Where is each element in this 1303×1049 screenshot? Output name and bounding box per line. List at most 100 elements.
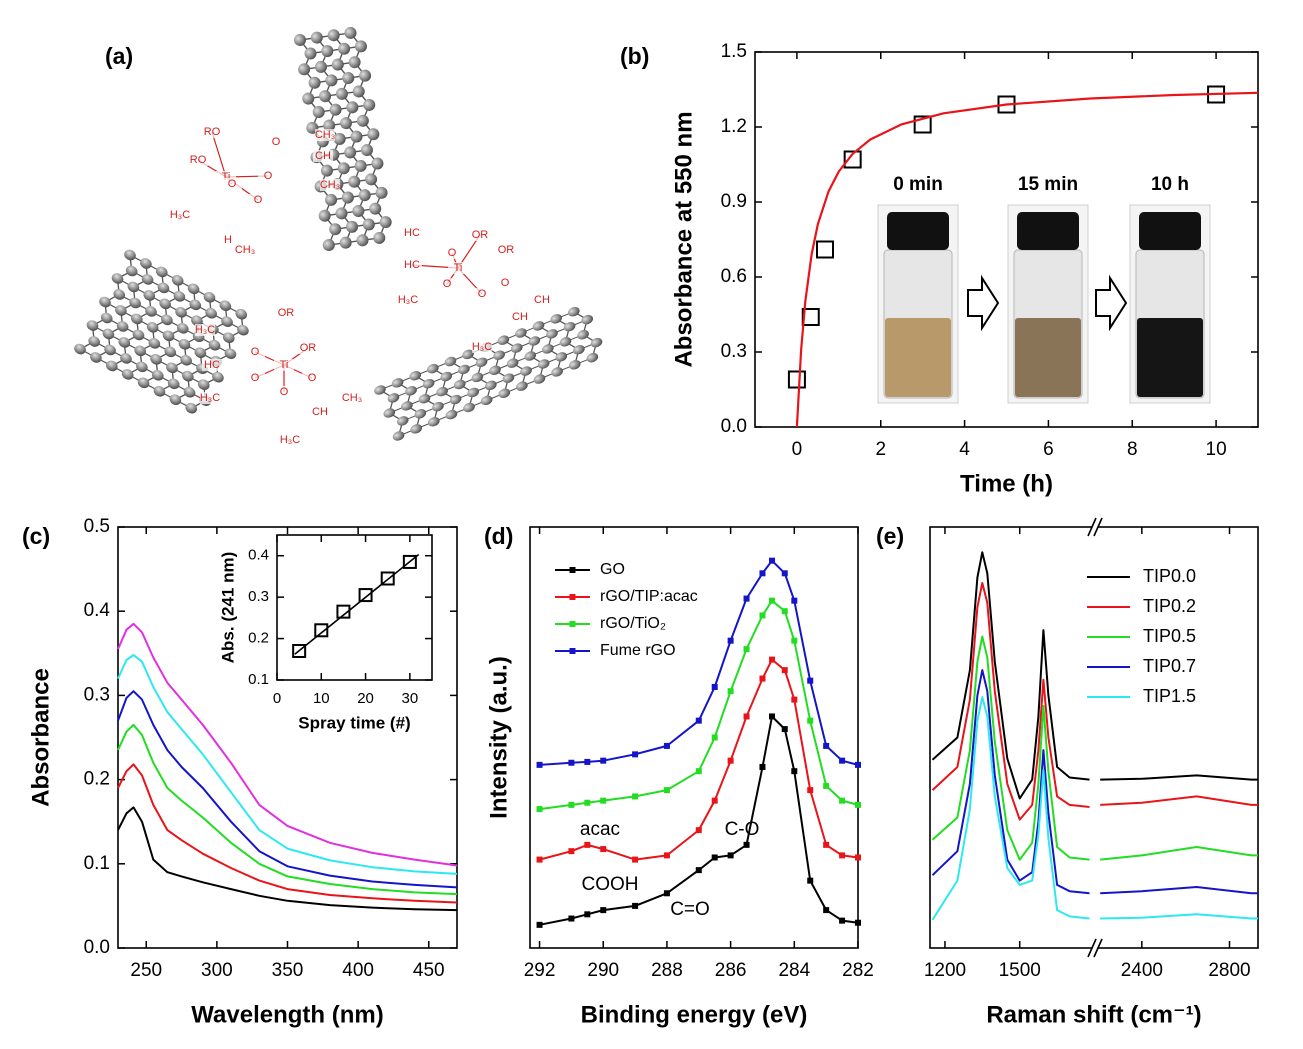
atom: [485, 380, 497, 391]
marker: [600, 757, 607, 764]
atom: [551, 367, 563, 377]
atom: [143, 290, 156, 301]
atom: [194, 347, 207, 359]
atom: [137, 377, 150, 389]
atom: [369, 202, 382, 215]
atom: [125, 265, 138, 277]
chem-label: Ti: [222, 171, 231, 183]
data-line: [931, 582, 1090, 821]
label-backing: [313, 150, 333, 162]
atom: [185, 402, 198, 414]
marker: [855, 761, 861, 768]
label-backing: [170, 209, 190, 221]
vial-label: 15 min: [1018, 174, 1078, 195]
label-backing: [276, 307, 296, 319]
chem-label: OR: [472, 229, 489, 241]
atom: [573, 345, 585, 355]
atom: [346, 220, 359, 233]
atom: [524, 351, 537, 361]
label-backing: [402, 227, 422, 239]
plot-frame: [276, 534, 433, 681]
vial-cap: [887, 212, 949, 250]
atom: [141, 274, 154, 285]
marker: [292, 644, 307, 658]
marker: [584, 758, 591, 765]
marker: [711, 734, 718, 741]
x-tick-label: 400: [342, 960, 374, 981]
x-tick-label: 282: [842, 960, 874, 981]
atom: [111, 273, 124, 284]
axis-break-gap: [1092, 524, 1098, 530]
panel-label: (e): [876, 523, 904, 549]
atom: [493, 350, 505, 360]
marker: [791, 696, 798, 703]
y-tick-label: 0.1: [248, 671, 269, 688]
atom: [440, 371, 453, 382]
vial-liquid: [1137, 318, 1203, 397]
atom: [167, 378, 180, 390]
marker: [807, 677, 814, 684]
marker: [584, 841, 591, 848]
atom: [432, 401, 444, 412]
x-tick-label: 6: [1043, 439, 1054, 460]
atom: [379, 216, 392, 229]
atom: [360, 144, 373, 157]
marker: [913, 115, 932, 134]
marker: [759, 763, 766, 770]
data-line: [931, 635, 1090, 861]
atom: [116, 321, 129, 332]
y-axis-label: Absorbance at 550 nm: [670, 111, 697, 367]
marker: [402, 554, 417, 569]
atom: [392, 431, 405, 441]
atom: [338, 42, 351, 55]
marker: [632, 751, 639, 758]
atom: [178, 338, 191, 350]
atom: [325, 193, 338, 206]
panel-label: (c): [22, 523, 50, 549]
axis-break-mark: [1087, 938, 1097, 958]
chem-label: O: [448, 247, 457, 259]
label-backing: [245, 346, 265, 358]
atom: [120, 353, 132, 364]
atom: [153, 385, 166, 397]
label-backing: [472, 341, 492, 353]
marker: [839, 757, 846, 764]
atom: [348, 56, 361, 69]
atom: [427, 417, 440, 427]
legend-label: TIP0.0: [1143, 566, 1196, 586]
marker: [781, 667, 788, 674]
chem-label: HC: [404, 227, 420, 239]
data-line: [1100, 774, 1258, 781]
atom: [348, 175, 361, 188]
atom: [164, 346, 177, 358]
marker: [536, 921, 543, 928]
legend-marker: [569, 594, 576, 600]
x-tick-label: 290: [587, 960, 619, 981]
atom: [391, 378, 404, 388]
label-backing: [218, 234, 238, 246]
atom: [414, 409, 427, 419]
y-tick-label: 0.3: [248, 588, 269, 605]
x-axis-label: Binding energy (eV): [581, 1001, 808, 1028]
y-tick-label: 0.3: [84, 684, 110, 705]
legend-label: TIP0.5: [1143, 626, 1196, 646]
marker: [855, 854, 861, 861]
atom: [187, 283, 200, 295]
chem-label: CH₃: [342, 392, 362, 404]
vial-liquid: [1015, 318, 1081, 397]
atom: [410, 424, 423, 434]
x-tick-label: 0: [792, 439, 803, 460]
arrow: [967, 274, 1000, 332]
atom: [371, 157, 384, 170]
marker: [839, 852, 846, 859]
y-tick-label: 0.0: [721, 416, 747, 437]
chem-label: CH: [534, 294, 550, 306]
marker: [823, 782, 830, 789]
chem-label: O: [251, 372, 260, 384]
marker: [711, 683, 718, 690]
x-tick-label: 2: [875, 439, 886, 460]
marker: [358, 588, 373, 603]
y-axis-label: Intensity (a.u.): [485, 656, 512, 819]
atom: [362, 218, 375, 231]
